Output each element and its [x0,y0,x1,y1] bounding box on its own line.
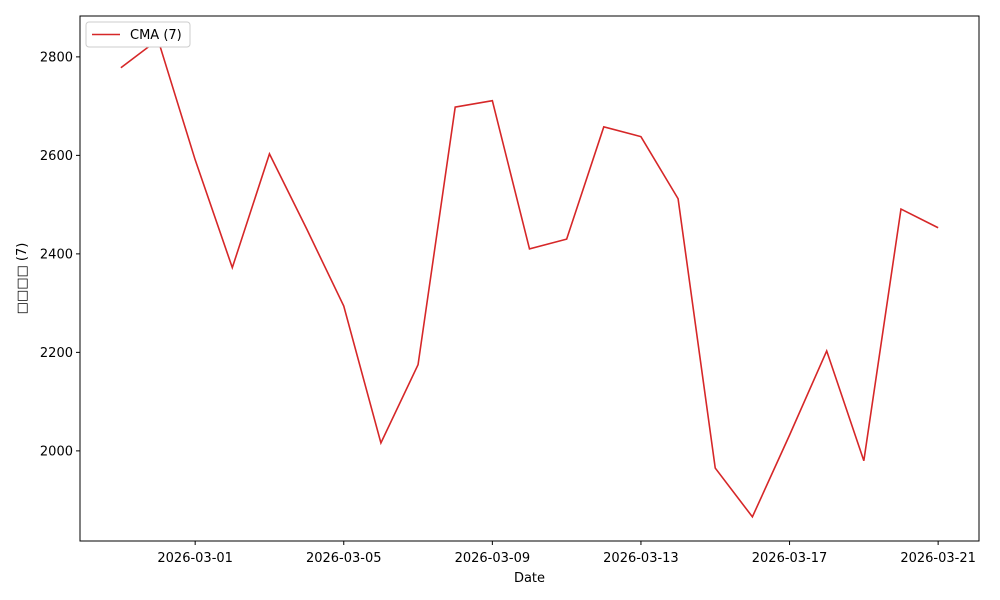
x-tick-label: 2026-03-21 [900,551,976,566]
x-tick-label: 2026-03-09 [455,551,531,566]
legend-box [85,21,191,48]
y-tick-label: 2800 [40,50,73,65]
legend-label: CMA (7) [130,28,182,43]
x-axis-label: Date [514,571,545,586]
x-tick-label: 2026-03-05 [306,551,382,566]
x-tick-label: 2026-03-17 [752,551,828,566]
y-tick-label: 2400 [40,247,73,262]
x-tick-label: 2026-03-13 [603,551,679,566]
y-tick-label: 2200 [40,346,73,361]
plot-frame [79,15,980,542]
y-tick-label: 2000 [40,444,73,459]
y-axis-label: □□□□ (7) [15,243,30,315]
y-tick-label: 2600 [40,149,73,164]
data-line [120,38,939,519]
x-tick-label: 2026-03-01 [157,551,233,566]
